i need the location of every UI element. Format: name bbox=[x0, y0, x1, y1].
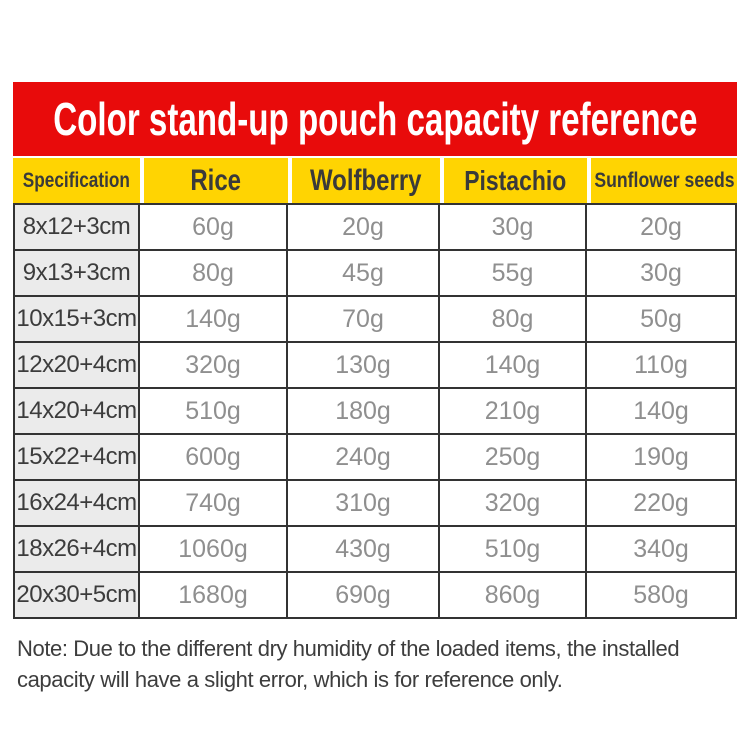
value-cell: 45g bbox=[288, 251, 440, 297]
value-cell: 240g bbox=[288, 435, 440, 481]
value-cell: 1060g bbox=[140, 527, 288, 573]
value-cell: 30g bbox=[587, 251, 737, 297]
value-cell: 690g bbox=[288, 573, 440, 619]
value-cell: 860g bbox=[440, 573, 587, 619]
value-cell: 70g bbox=[288, 297, 440, 343]
page-title: Color stand-up pouch capacity reference bbox=[52, 93, 698, 145]
column-header-specification: Specification bbox=[13, 158, 140, 203]
value-cell: 220g bbox=[587, 481, 737, 527]
spec-cell: 20x30+5cm bbox=[13, 573, 140, 619]
value-cell: 20g bbox=[587, 205, 737, 251]
value-cell: 320g bbox=[140, 343, 288, 389]
value-cell: 190g bbox=[587, 435, 737, 481]
table-row: 12x20+4cm 320g 130g 140g 110g bbox=[13, 343, 737, 389]
spec-cell: 9x13+3cm bbox=[13, 251, 140, 297]
spec-cell: 10x15+3cm bbox=[13, 297, 140, 343]
table-row: 10x15+3cm 140g 70g 80g 50g bbox=[13, 297, 737, 343]
table-body: 8x12+3cm 60g 20g 30g 20g 9x13+3cm 80g 45g 55g 30g… bbox=[13, 203, 737, 619]
table-row: 20x30+5cm 1680g 690g 860g 580g bbox=[13, 573, 737, 619]
value-cell: 1680g bbox=[140, 573, 288, 619]
spec-cell: 8x12+3cm bbox=[13, 205, 140, 251]
value-cell: 740g bbox=[140, 481, 288, 527]
table-row: 16x24+4cm 740g 310g 320g 220g bbox=[13, 481, 737, 527]
footnote: Note: Due to the different dry humidity … bbox=[17, 633, 739, 695]
table-row: 18x26+4cm 1060g 430g 510g 340g bbox=[13, 527, 737, 573]
column-header-sunflower-seeds: Sunflower seeds bbox=[587, 158, 737, 203]
table-row: 9x13+3cm 80g 45g 55g 30g bbox=[13, 251, 737, 297]
spec-cell: 15x22+4cm bbox=[13, 435, 140, 481]
value-cell: 140g bbox=[440, 343, 587, 389]
spec-cell: 18x26+4cm bbox=[13, 527, 140, 573]
value-cell: 510g bbox=[440, 527, 587, 573]
value-cell: 210g bbox=[440, 389, 587, 435]
value-cell: 20g bbox=[288, 205, 440, 251]
note-line-1: Note: Due to the different dry humidity … bbox=[17, 636, 680, 661]
value-cell: 30g bbox=[440, 205, 587, 251]
value-cell: 340g bbox=[587, 527, 737, 573]
table-row: 8x12+3cm 60g 20g 30g 20g bbox=[13, 205, 737, 251]
value-cell: 80g bbox=[440, 297, 587, 343]
value-cell: 140g bbox=[140, 297, 288, 343]
note-line-2: capacity will have a slight error, which… bbox=[17, 667, 563, 692]
column-header-pistachio: Pistachio bbox=[440, 158, 587, 203]
value-cell: 580g bbox=[587, 573, 737, 619]
value-cell: 110g bbox=[587, 343, 737, 389]
value-cell: 55g bbox=[440, 251, 587, 297]
value-cell: 130g bbox=[288, 343, 440, 389]
table-header-row: Specification Rice Wolfberry Pistachio S… bbox=[13, 158, 737, 203]
table-row: 15x22+4cm 600g 240g 250g 190g bbox=[13, 435, 737, 481]
value-cell: 140g bbox=[587, 389, 737, 435]
title-banner: Color stand-up pouch capacity reference bbox=[13, 82, 737, 156]
value-cell: 510g bbox=[140, 389, 288, 435]
value-cell: 180g bbox=[288, 389, 440, 435]
column-header-rice: Rice bbox=[140, 158, 288, 203]
spec-cell: 12x20+4cm bbox=[13, 343, 140, 389]
value-cell: 50g bbox=[587, 297, 737, 343]
value-cell: 320g bbox=[440, 481, 587, 527]
value-cell: 250g bbox=[440, 435, 587, 481]
value-cell: 80g bbox=[140, 251, 288, 297]
value-cell: 310g bbox=[288, 481, 440, 527]
spec-cell: 14x20+4cm bbox=[13, 389, 140, 435]
column-header-wolfberry: Wolfberry bbox=[288, 158, 440, 203]
value-cell: 60g bbox=[140, 205, 288, 251]
table-row: 14x20+4cm 510g 180g 210g 140g bbox=[13, 389, 737, 435]
value-cell: 600g bbox=[140, 435, 288, 481]
value-cell: 430g bbox=[288, 527, 440, 573]
spec-cell: 16x24+4cm bbox=[13, 481, 140, 527]
